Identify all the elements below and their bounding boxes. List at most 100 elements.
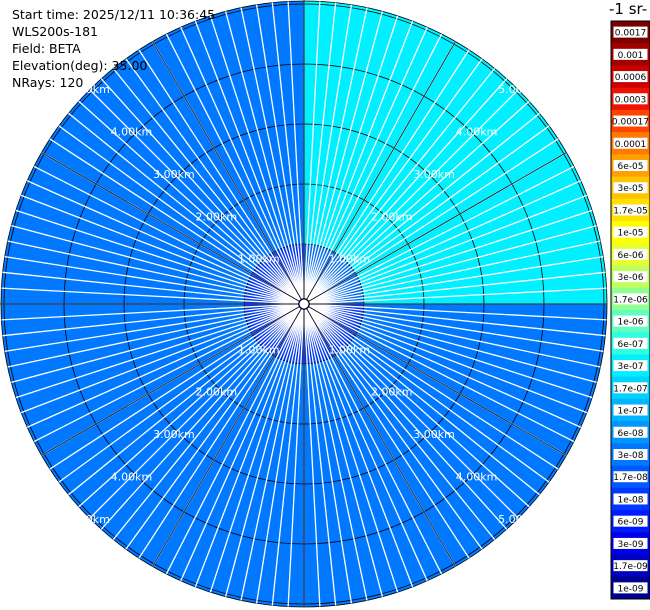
ray-gap [165, 309, 302, 575]
colorbar-tick-label: 1e-05 [618, 229, 644, 239]
ray-gap [307, 308, 508, 530]
ray-gap [255, 309, 304, 604]
colorbar-tick-box [613, 160, 648, 171]
ray-gap [180, 309, 303, 582]
ray-gap [68, 112, 300, 301]
ray-gap [303, 2, 337, 299]
colorbar-tick-label: 0.0017 [615, 29, 647, 39]
colorbar-tick-box [613, 537, 648, 549]
ray-gap [240, 309, 304, 601]
ray-gap [309, 287, 607, 305]
range-label: 3.00km [413, 168, 455, 181]
ray-gap [308, 125, 550, 301]
ray-gap [49, 306, 300, 470]
ray-gap [78, 307, 300, 508]
ray-gap [306, 309, 443, 575]
azimuth-spoke [41, 303, 305, 456]
range-label: 4.00km [456, 125, 498, 138]
ray-gap [309, 209, 593, 303]
ray-gap [305, 309, 428, 582]
colorbar-tick-box [613, 71, 648, 83]
ray-gap [7, 304, 299, 368]
range-label: 4.00km [111, 125, 153, 138]
ray-gap [112, 68, 301, 300]
range-label: 5.00km [68, 83, 110, 96]
colorbar-tick-box [613, 137, 648, 149]
colorbar-tick-label: 3e-08 [618, 451, 644, 461]
ray-gap [304, 309, 353, 604]
ray-gap [304, 309, 368, 601]
colorbar-tick-label: 1e-09 [618, 584, 644, 594]
ray-gap [309, 305, 588, 414]
ray-gap [89, 307, 301, 519]
range-label: 3.00km [413, 428, 455, 441]
colorbar-title: -1 sr- [609, 0, 648, 18]
azimuth-spoke [152, 303, 305, 567]
ray-gap [33, 165, 299, 302]
ray-gap [308, 307, 530, 508]
radar-center [298, 298, 310, 310]
start-time-text: Start time: 2025/12/11 10:36:45 [12, 7, 216, 22]
ray-gap [309, 306, 575, 443]
ray-gap [304, 11, 384, 299]
range-label: 5.00km [498, 513, 540, 526]
ray-gap [305, 15, 399, 299]
ray-gap [308, 306, 559, 470]
colorbar-tick-box [613, 115, 648, 127]
ray-gap [306, 49, 470, 300]
colorbar-tick-label: 0.0006 [615, 73, 647, 83]
ray-gap [306, 33, 443, 299]
colorbar-tick-box [613, 337, 648, 349]
colorbar-tick-box [613, 360, 648, 372]
ray-gap [309, 224, 597, 304]
colorbar-frame [610, 20, 650, 600]
ray-gap [125, 308, 301, 550]
ray-gap [309, 165, 575, 302]
ray-gap [271, 309, 305, 606]
colorbar-tick-box [613, 93, 648, 105]
colorbar-tick-label: 6e-06 [618, 251, 644, 261]
ray-gap [305, 309, 414, 588]
colorbar-tick-box [613, 248, 648, 260]
range-label: 2.00km [196, 386, 238, 399]
ray-gap [138, 308, 302, 559]
ray-gap [307, 68, 496, 300]
ray-gap [309, 271, 606, 305]
colorbar-tick-label: 1.7e-05 [613, 206, 648, 216]
ray-gap [309, 304, 604, 353]
ray-gap [1, 303, 299, 321]
ray-gap [307, 58, 483, 300]
colorbar-tick-box [613, 382, 648, 394]
ray-gap [309, 255, 604, 304]
ray-gap [68, 307, 300, 496]
range-label: 2.00km [371, 210, 413, 223]
ray-gap [4, 255, 299, 304]
ray-gap [20, 194, 299, 303]
colorbar: 0.0017 0.001 0.0006 0.0003 0.00017 0.0001 6e-0… [610, 20, 650, 600]
colorbar-tick-box [613, 48, 648, 60]
ray-gap [112, 308, 301, 540]
ray-gap [100, 308, 301, 530]
ray-gap [308, 138, 559, 302]
range-label: 4.00km [111, 471, 153, 484]
colorbar-tick-label: 1.7e-06 [613, 295, 648, 305]
ray-gap [58, 125, 300, 301]
ray-gap [309, 304, 601, 368]
ray-gap [271, 2, 305, 299]
colorbar-tick-label: 0.00017 [612, 118, 649, 128]
ray-gap [125, 58, 301, 300]
colorbar-tick-box [613, 426, 648, 438]
ray-gap [287, 309, 305, 607]
range-label: 1.00km [328, 253, 370, 266]
ray-gap [7, 240, 299, 304]
ray-gap [304, 7, 368, 299]
colorbar-tick-label: 6e-08 [618, 429, 644, 439]
ray-gap [209, 15, 303, 299]
colorbar-tick-label: 3e-09 [618, 540, 644, 550]
ray-gap [2, 271, 299, 305]
ray-gap [240, 7, 304, 299]
ray-gap [180, 26, 303, 299]
colorbar-tick-box [613, 560, 648, 572]
colorbar-tick-label: 1.7e-08 [613, 473, 648, 483]
ray-gap [194, 20, 303, 299]
